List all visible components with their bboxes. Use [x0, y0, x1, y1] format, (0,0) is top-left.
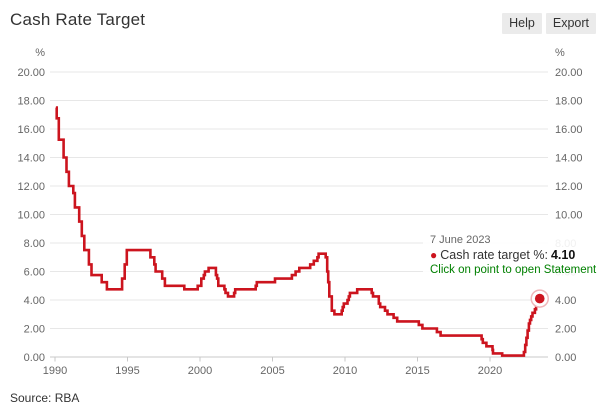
y-axis-label-right: 2.00: [555, 324, 576, 336]
toolbar: Help Export: [502, 13, 596, 34]
y-axis-label-right: 12.00: [555, 181, 583, 193]
y-axis-label-right: 16.00: [555, 124, 583, 136]
source-label: Source: RBA: [10, 391, 80, 405]
export-button[interactable]: Export: [545, 13, 596, 34]
cash-rate-series-line: [55, 106, 541, 357]
y-axis-label-left: 12.00: [17, 181, 45, 193]
page-title: Cash Rate Target: [10, 10, 146, 29]
y-axis-label-right: 4.00: [555, 295, 576, 307]
y-axis-label-left: 2.00: [24, 324, 45, 336]
tooltip-series-label: Cash rate target %:: [440, 248, 548, 262]
x-axis-label: 2005: [260, 365, 284, 377]
y-axis-label-right: 10.00: [555, 210, 583, 222]
y-axis-unit-right: %: [555, 47, 565, 59]
tooltip-action: Click on point to open Statement: [430, 264, 597, 276]
y-axis-label-right: 14.00: [555, 153, 583, 165]
x-axis-label: 1990: [43, 365, 67, 377]
data-point-marker[interactable]: [534, 293, 545, 304]
y-axis-label-left: 4.00: [24, 295, 45, 307]
y-axis-label-right: 0.00: [555, 352, 576, 364]
x-axis-label: 2000: [188, 365, 212, 377]
tooltip-series-row: ● Cash rate target %: 4.10: [430, 248, 596, 263]
tooltip-value: 4.10: [550, 248, 576, 262]
x-axis-label: 2010: [333, 365, 357, 377]
y-axis-label-left: 6.00: [24, 267, 45, 279]
y-axis-label-left: 0.00: [24, 352, 45, 364]
y-axis-label-right: 18.00: [555, 96, 583, 108]
y-axis-label-right: 20.00: [555, 67, 583, 79]
y-axis-label-left: 10.00: [17, 210, 45, 222]
y-axis-label-left: 8.00: [24, 238, 45, 250]
x-axis-label: 2020: [478, 365, 502, 377]
x-axis-label: 2015: [405, 365, 429, 377]
tooltip-date: 7 June 2023: [430, 234, 491, 246]
y-axis-label-left: 14.00: [17, 153, 45, 165]
help-button[interactable]: Help: [502, 13, 542, 34]
x-axis-label: 1995: [115, 365, 139, 377]
y-axis-unit-left: %: [35, 47, 45, 59]
series-marker-icon: ●: [430, 248, 438, 262]
y-axis-label-left: 18.00: [17, 96, 45, 108]
y-axis-label-left: 20.00: [17, 67, 45, 79]
tooltip: 7 June 2023 ● Cash rate target %: 4.10 Cli…: [423, 229, 600, 283]
y-axis-label-left: 16.00: [17, 124, 45, 136]
